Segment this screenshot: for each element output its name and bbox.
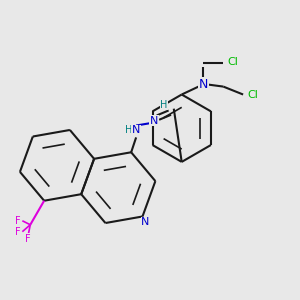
Text: N: N: [132, 125, 140, 136]
Text: N: N: [150, 116, 158, 126]
Text: H: H: [124, 125, 132, 136]
Text: F: F: [26, 234, 31, 244]
Text: Cl: Cl: [228, 57, 239, 67]
Text: F: F: [15, 227, 20, 237]
Text: H: H: [160, 100, 168, 110]
Text: Cl: Cl: [248, 89, 259, 100]
Text: N: N: [199, 78, 208, 91]
Text: F: F: [15, 216, 20, 226]
Text: N: N: [141, 218, 150, 227]
